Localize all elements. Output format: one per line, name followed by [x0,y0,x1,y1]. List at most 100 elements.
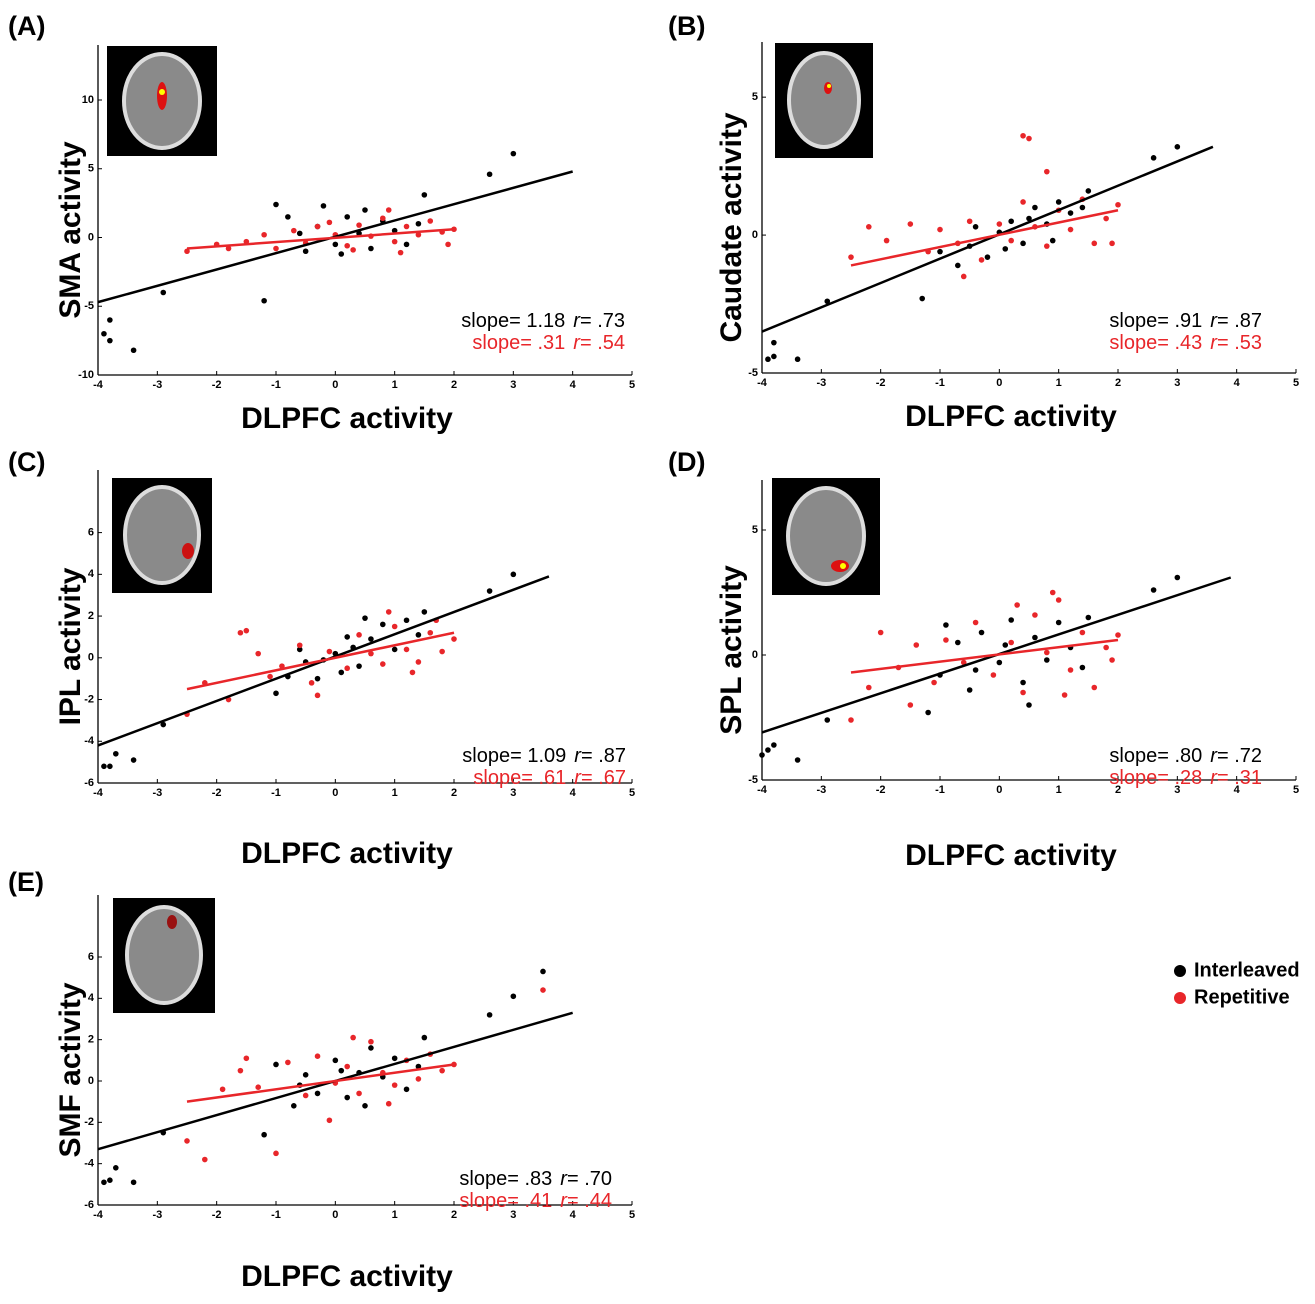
fit-line [850,209,1119,267]
data-point [380,215,386,222]
x-tick-label: -4 [93,787,104,799]
data-point [273,1061,279,1068]
x-tick-label: 4 [570,379,577,391]
data-point [326,219,333,226]
panel-label: (B) [668,11,705,41]
data-point [451,636,457,642]
data-point [415,231,422,238]
data-point [314,223,321,230]
data-point [130,757,137,763]
y-tick-label: 10 [82,94,94,106]
data-point [978,629,985,636]
x-tick-label: 3 [1174,784,1180,796]
slope-text: slope= .91 [1109,310,1202,332]
data-point [1115,632,1121,638]
y-tick-label: 4 [88,992,95,1004]
data-point [314,675,321,682]
data-point [219,1086,226,1093]
data-point [403,241,410,248]
x-tick-label: 2 [451,787,457,799]
data-point [314,1090,321,1097]
x-tick-label: 0 [332,1209,338,1221]
data-point [1079,204,1086,211]
r-symbol: r [574,745,582,767]
data-point [385,1100,392,1107]
x-tick-label: 2 [451,379,457,391]
data-point [101,330,107,337]
data-point [285,1059,291,1066]
data-point [960,273,967,280]
data-point [427,218,434,224]
data-point [1002,642,1009,648]
x-tick-label: -2 [212,1209,222,1221]
brain-inset [113,898,215,1013]
r-value: = .73 [580,310,625,332]
data-point [1150,587,1157,593]
data-point [486,171,493,178]
x-tick-label: 4 [570,787,577,799]
data-point [486,588,493,594]
data-point [1079,629,1086,636]
y-tick-label: 0 [88,1075,94,1087]
brain-inset [772,478,880,595]
data-point [439,1067,445,1074]
data-point [1115,201,1121,208]
data-point [385,609,392,615]
y-tick-label: -4 [84,1158,95,1170]
data-point [101,763,107,770]
data-point [866,224,872,230]
x-tick-label: -3 [816,377,826,389]
legend-label: Repetitive [1194,986,1290,1008]
data-point [267,673,273,680]
data-point [403,223,410,230]
data-point [510,150,517,157]
data-point [380,661,386,667]
data-point [1067,226,1074,233]
data-point [996,659,1003,666]
data-point [1032,634,1038,641]
fit-annotation: slope= .91 r= .87 [1109,310,1262,332]
fit-line [186,1063,455,1103]
y-tick-label: -5 [84,300,94,312]
data-point [1020,240,1026,247]
data-point [1014,602,1020,608]
r-value: = .53 [1217,332,1262,354]
y-tick-label: 2 [88,610,94,622]
data-point [338,1067,345,1074]
data-point [202,1156,208,1163]
data-point [356,632,362,638]
data-point [1049,589,1056,596]
data-point [368,650,374,657]
data-point [391,1082,398,1088]
slope-text: slope= 1.18 [461,310,565,332]
data-point [368,1045,374,1051]
data-point [794,356,801,363]
data-point [540,968,546,975]
data-point [1085,188,1092,194]
data-point [421,192,428,198]
x-tick-label: -2 [212,787,222,799]
y-tick-label: 6 [88,951,94,963]
data-point [415,659,422,665]
y-tick-label: 0 [752,229,758,241]
r-symbol: r [574,767,582,789]
x-tick-label: -4 [93,379,104,391]
data-point [308,680,315,686]
x-tick-label: -1 [271,787,281,799]
data-point [356,1090,362,1097]
fit-annotation: slope= 1.18 r= .73 [461,310,625,332]
slope-text: slope= .61 [473,767,566,789]
data-point [291,227,297,234]
x-tick-label: -3 [152,787,162,799]
data-point [302,1072,309,1078]
legend-marker [1174,992,1186,1004]
data-point [1109,240,1115,247]
slope-text: slope= .80 [1109,745,1202,767]
y-axis-label: IPL activity [54,567,87,725]
x-tick-label: 1 [392,379,398,391]
fit-annotation: slope= .43 r= .53 [1109,332,1262,354]
data-point [255,1084,261,1090]
data-point [1067,210,1074,216]
r-value: = .54 [580,332,625,354]
x-tick-label: 0 [332,787,338,799]
